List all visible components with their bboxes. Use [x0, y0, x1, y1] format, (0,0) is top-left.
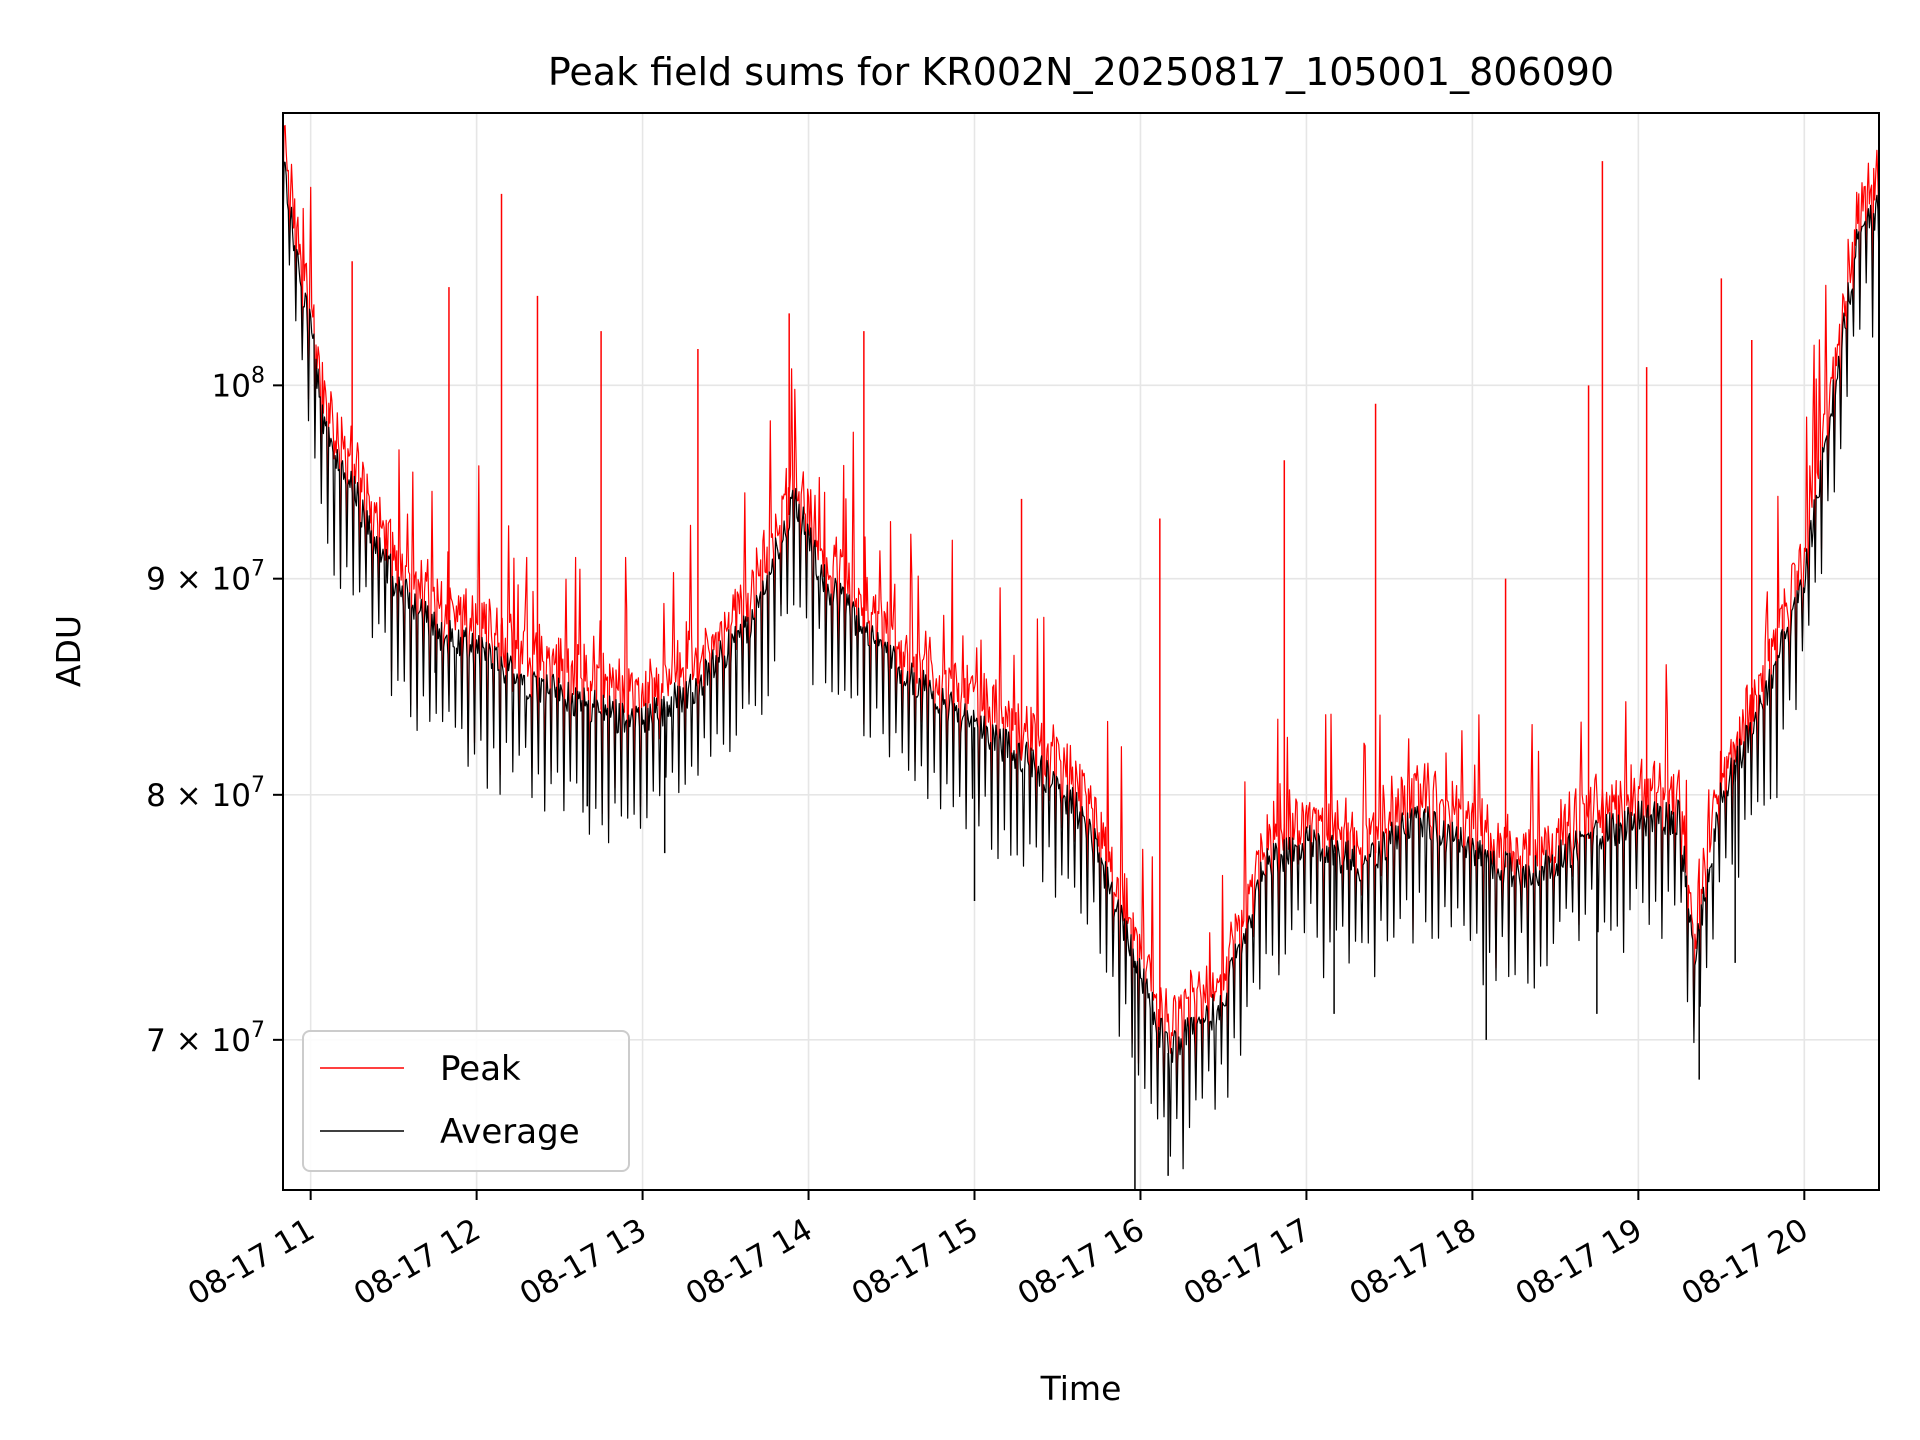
y-tick-label: 108 — [212, 363, 265, 404]
chart-title: Peak field sums for KR002N_20250817_1050… — [548, 50, 1614, 94]
y-axis: 7 × 107 8 × 107 9 × 107 108 — [146, 363, 283, 1059]
y-axis-label: ADU — [49, 615, 88, 687]
x-axis-label: Time — [1040, 1369, 1122, 1408]
legend-frame — [302, 1030, 630, 1172]
plot-frame — [282, 112, 1880, 1191]
series-layer — [283, 124, 1879, 1190]
grid — [283, 113, 1879, 1190]
y-tick-label: 7 × 107 — [146, 1018, 265, 1059]
legend-label-average: Average — [440, 1112, 580, 1152]
y-tick-label: 9 × 107 — [146, 557, 265, 598]
series-line-average — [283, 161, 1879, 1170]
legend-label-peak: Peak — [440, 1049, 521, 1089]
y-tick-label: 8 × 107 — [146, 773, 265, 814]
legend: Peak Average — [302, 1030, 630, 1172]
